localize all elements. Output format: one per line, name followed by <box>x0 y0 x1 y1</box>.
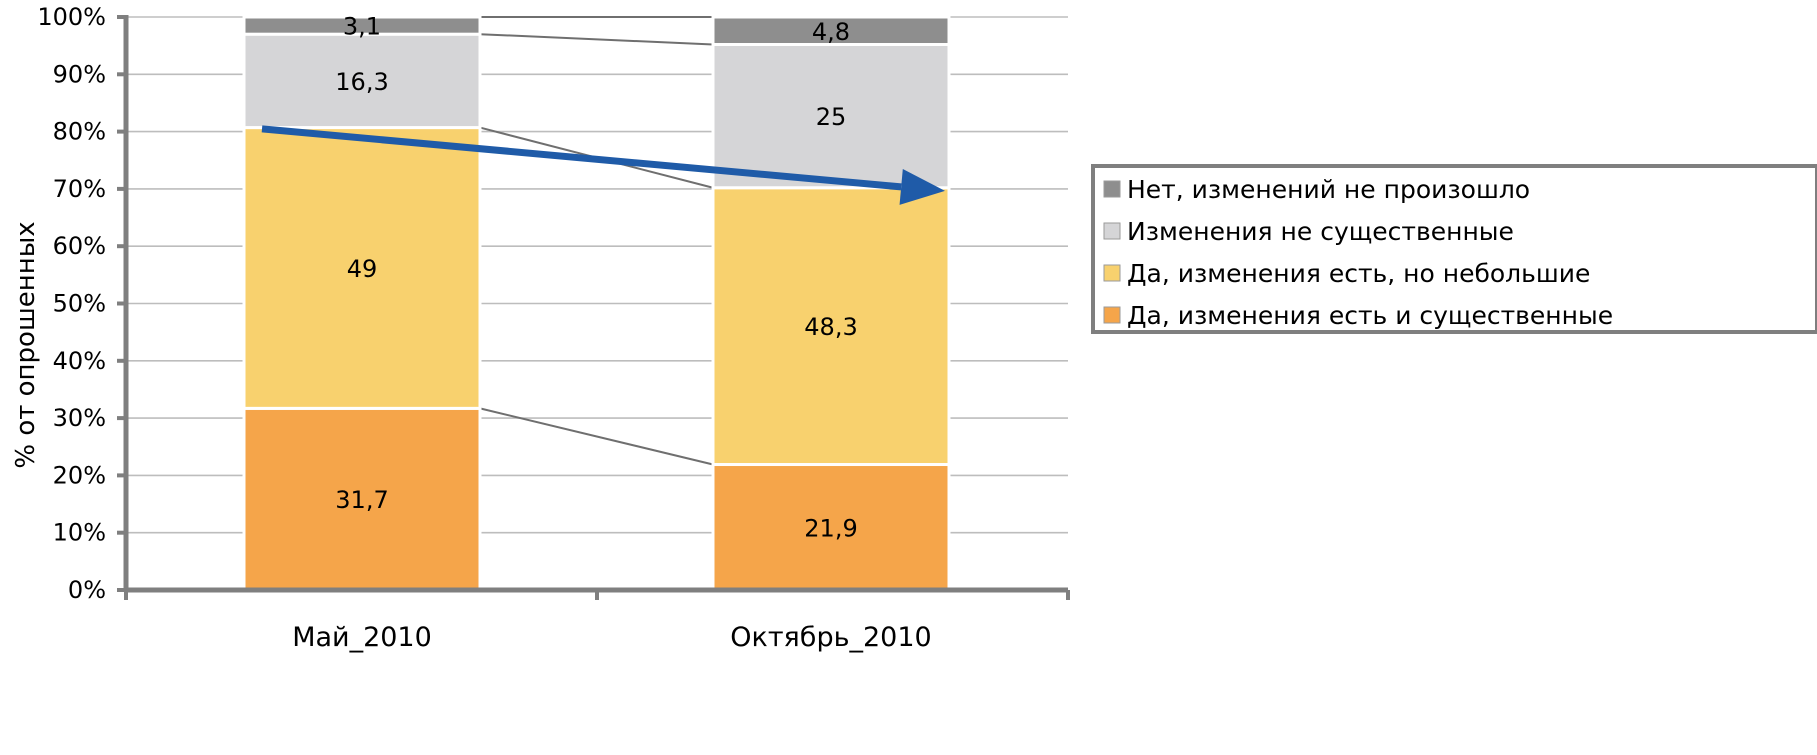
arrow-shaft <box>261 125 902 191</box>
legend-item-label: Да, изменения есть и существенные <box>1127 301 1613 330</box>
y-tick-label: 40% <box>53 347 106 375</box>
y-axis-title: % от опрошенных <box>11 221 41 468</box>
x-category-label: Май_2010 <box>292 622 432 653</box>
data-label: 4,8 <box>812 18 850 46</box>
y-tick-label: 10% <box>53 519 106 547</box>
legend-swatch <box>1103 264 1121 282</box>
bar-segment <box>711 43 951 190</box>
data-label: 21,9 <box>804 514 857 542</box>
legend-frame <box>1091 164 1817 334</box>
arrow-head <box>899 168 945 205</box>
y-tick-label: 60% <box>53 232 106 260</box>
bar-segment <box>711 15 951 47</box>
legend-swatch <box>1103 306 1121 324</box>
data-label: 3,1 <box>343 13 381 41</box>
data-label: 16,3 <box>335 68 388 96</box>
y-tick-label: 80% <box>53 118 106 146</box>
legend-item-label: Да, изменения есть, но небольшие <box>1127 259 1590 288</box>
bar-segment <box>242 15 482 36</box>
y-tick-label: 90% <box>53 60 106 88</box>
data-label: 25 <box>816 103 847 131</box>
legend: Нет, изменений не произошло Изменения не … <box>1091 164 1817 334</box>
y-tick-label: 30% <box>53 404 106 432</box>
bars: 31,7 21,9 49 48,3 16,3 25 3,1 4,8 <box>242 13 951 592</box>
series-line <box>479 407 714 466</box>
bar-segment <box>242 406 482 592</box>
axes: 0% 10% 20% 30% 40% 50% 60% 70% 80% 90% 100% Май_201… <box>37 3 1070 653</box>
data-label: 48,3 <box>804 313 857 341</box>
legend-item-label: Изменения не существенные <box>1127 217 1514 246</box>
data-label: 31,7 <box>335 486 388 514</box>
legend-item-label: Нет, изменений не произошло <box>1127 175 1530 204</box>
legend-swatch <box>1103 180 1121 198</box>
y-tick-label: 20% <box>53 461 106 489</box>
y-tick-label: 70% <box>53 175 106 203</box>
y-tick-label: 50% <box>53 290 106 318</box>
y-tick-label: 0% <box>68 576 106 604</box>
x-category-label: Октябрь_2010 <box>730 622 931 653</box>
y-tick-label: 100% <box>37 3 106 31</box>
trend-arrow <box>261 125 945 205</box>
data-label: 49 <box>347 255 378 283</box>
legend-swatch <box>1103 222 1121 240</box>
bar-segment <box>242 32 482 130</box>
series-lines <box>479 16 714 466</box>
series-line <box>479 33 714 46</box>
